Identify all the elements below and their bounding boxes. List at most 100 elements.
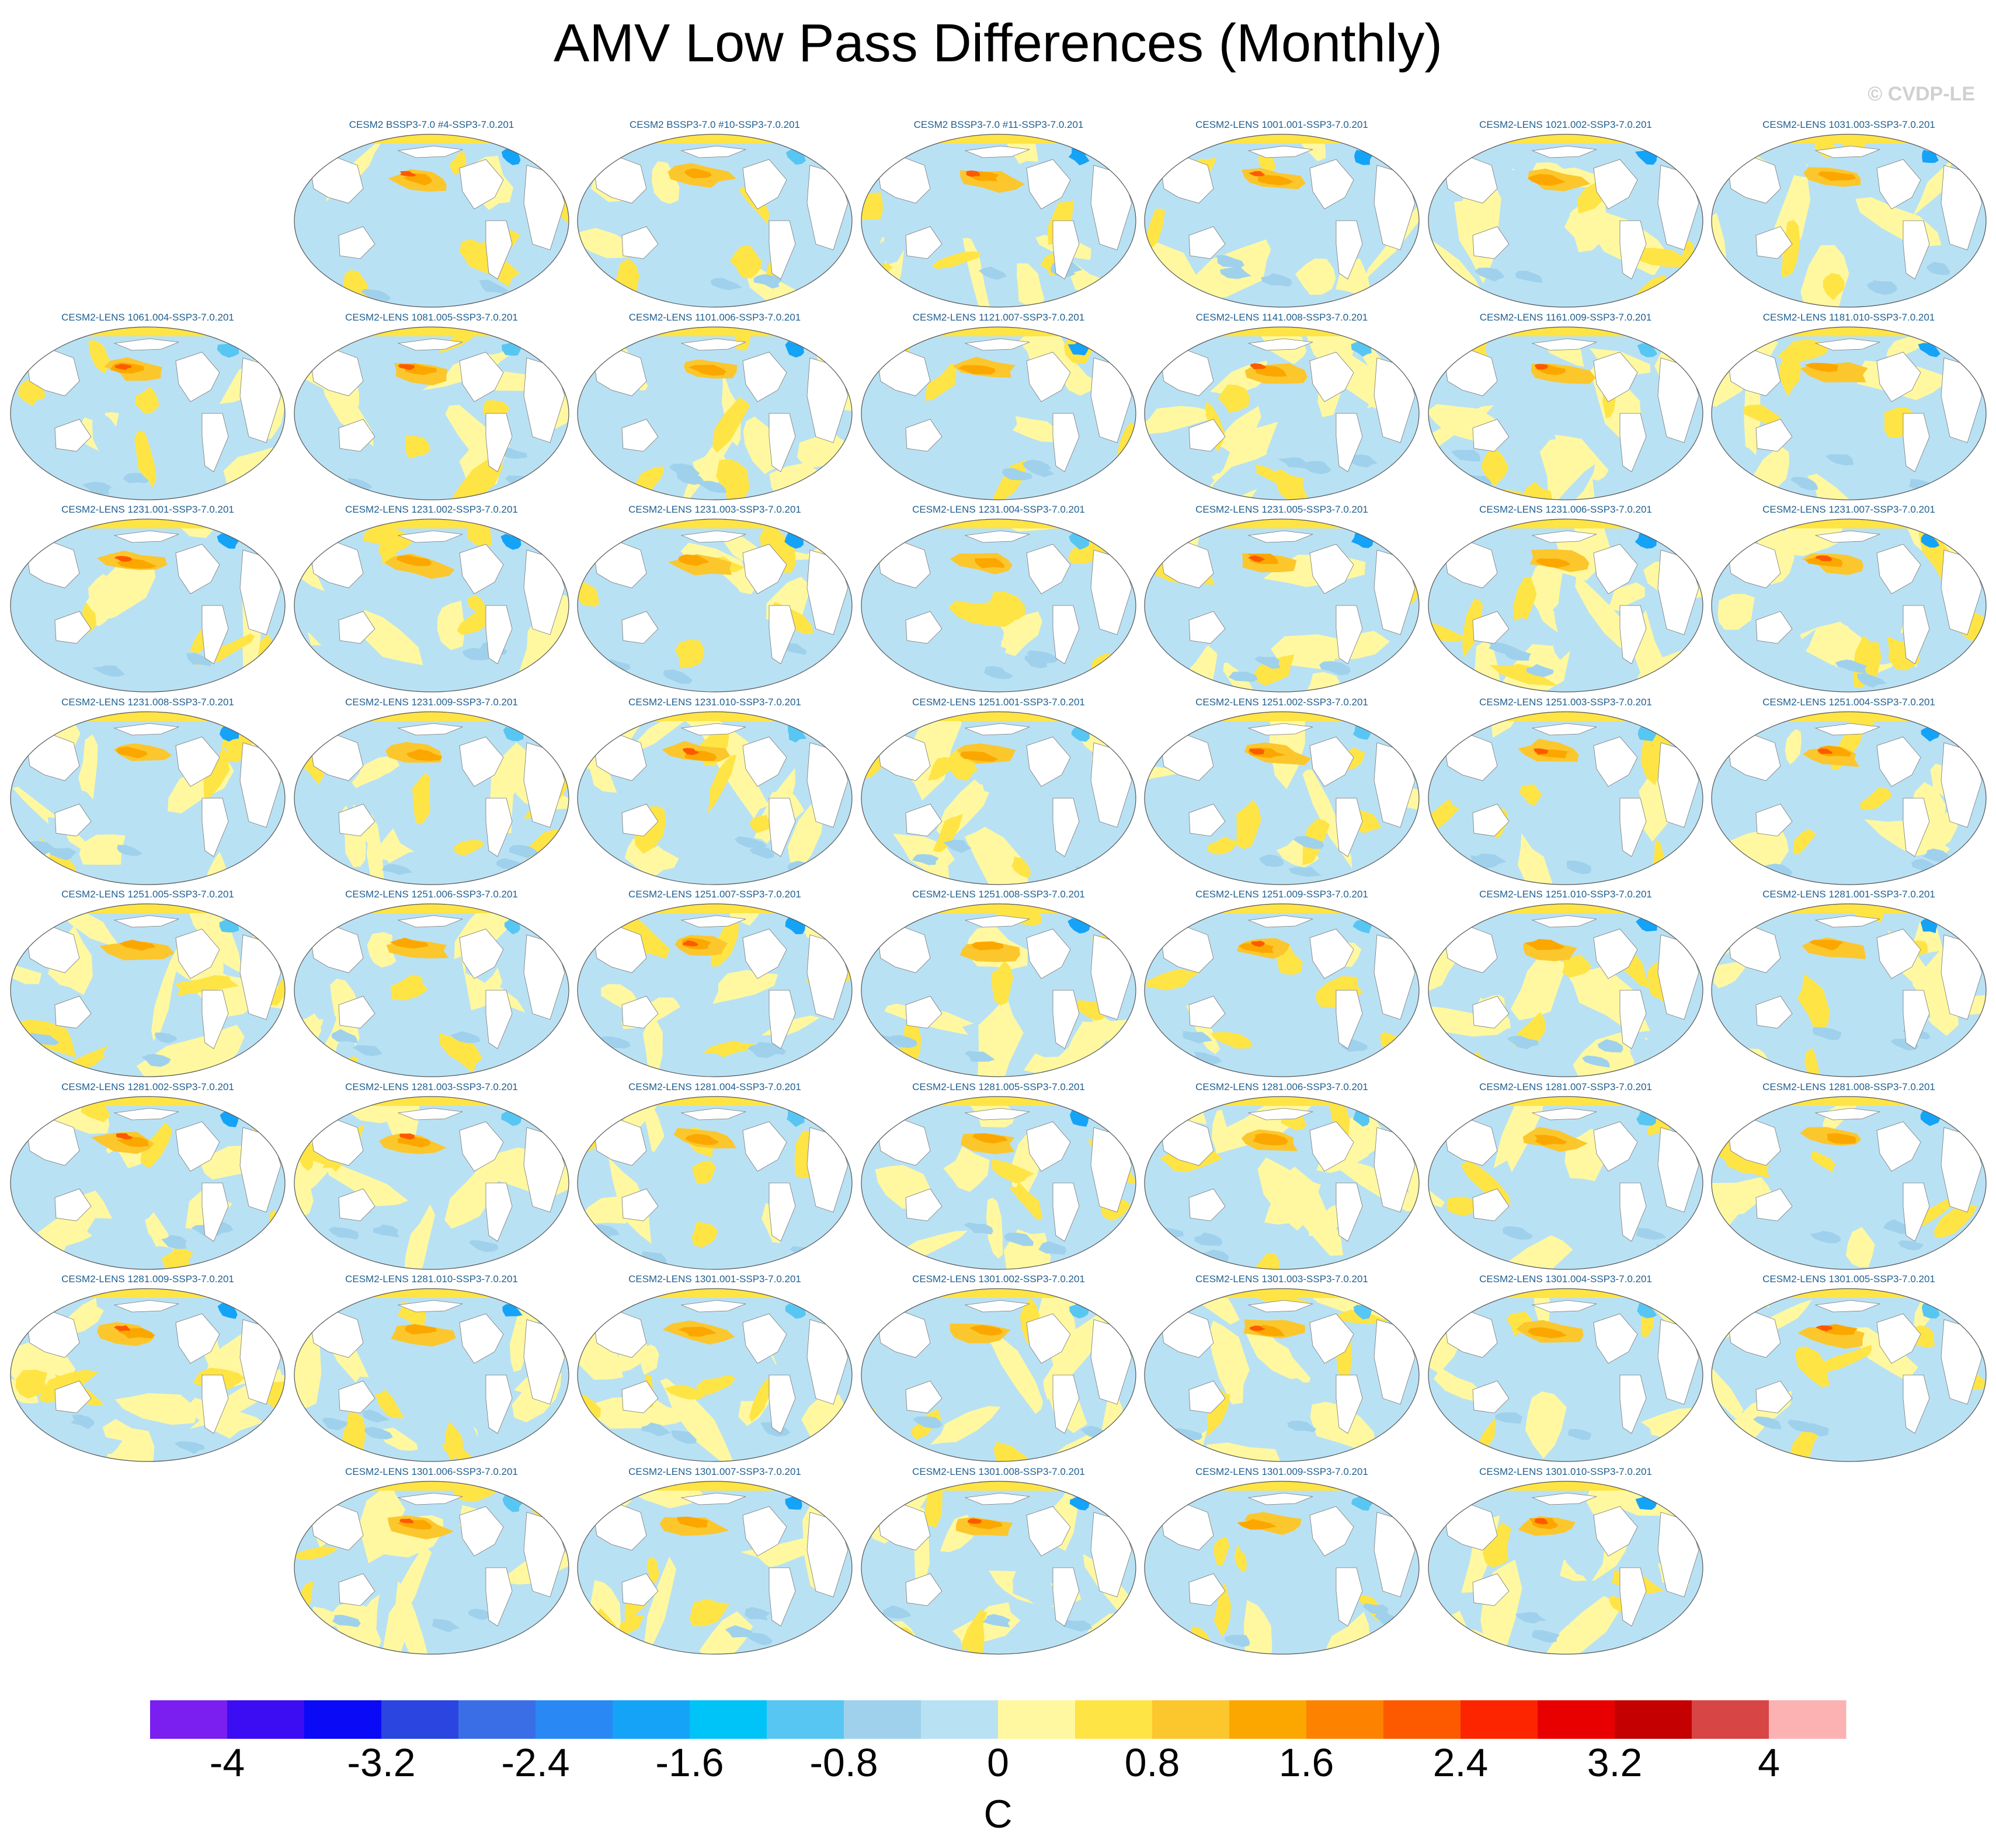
colorbar-bin — [381, 1700, 459, 1739]
panel-title: CESM2-LENS 1281.009-SSP3-7.0.201 — [61, 1273, 234, 1285]
map-field — [1144, 903, 1420, 1077]
colorbar-bin — [1538, 1700, 1615, 1739]
map-panel: CESM2-LENS 1301.002-SSP3-7.0.201 — [857, 1273, 1140, 1465]
map-panel: CESM2-LENS 1231.007-SSP3-7.0.201 — [1707, 504, 1991, 695]
map-field — [1428, 326, 1703, 500]
colorbar-bin — [1229, 1700, 1307, 1739]
panel-title: CESM2-LENS 1281.010-SSP3-7.0.201 — [345, 1273, 518, 1285]
map-panel: CESM2-LENS 1251.001-SSP3-7.0.201 — [857, 697, 1140, 888]
panel-title: CESM2-LENS 1301.005-SSP3-7.0.201 — [1762, 1273, 1935, 1285]
map-panel: CESM2-LENS 1231.004-SSP3-7.0.201 — [857, 504, 1140, 695]
panel-title: CESM2-LENS 1231.004-SSP3-7.0.201 — [912, 504, 1085, 515]
map-field — [10, 711, 286, 885]
map-panel: CESM2-LENS 1081.005-SSP3-7.0.201 — [290, 312, 573, 503]
map-field — [10, 903, 286, 1077]
panel-title: CESM2-LENS 1231.003-SSP3-7.0.201 — [628, 504, 801, 515]
panel-title: CESM2-LENS 1251.009-SSP3-7.0.201 — [1195, 889, 1368, 900]
map-field — [294, 1288, 569, 1462]
map-field — [1144, 1096, 1420, 1270]
map-field — [1144, 711, 1420, 885]
map-panel: CESM2-LENS 1301.003-SSP3-7.0.201 — [1140, 1273, 1424, 1465]
map-field — [1711, 1288, 1987, 1462]
panel-title: CESM2-LENS 1031.003-SSP3-7.0.201 — [1762, 119, 1935, 130]
panel-title: CESM2-LENS 1251.005-SSP3-7.0.201 — [61, 889, 234, 900]
panel-title: CESM2-LENS 1251.002-SSP3-7.0.201 — [1195, 697, 1368, 708]
map-field — [1711, 326, 1987, 500]
colorbar-bin — [458, 1700, 536, 1739]
map-panel: CESM2-LENS 1301.007-SSP3-7.0.201 — [573, 1466, 857, 1658]
map-field — [1711, 134, 1987, 308]
map-field — [1428, 1481, 1703, 1655]
colorbar-bin — [150, 1700, 228, 1739]
panel-title: CESM2-LENS 1251.008-SSP3-7.0.201 — [912, 889, 1085, 900]
colorbar-tick-label: 2.4 — [1432, 1741, 1489, 1785]
map-field — [577, 1288, 853, 1462]
panel-title: CESM2-LENS 1301.003-SSP3-7.0.201 — [1195, 1273, 1368, 1285]
colorbar-tick-label: 1.6 — [1278, 1741, 1334, 1785]
panel-title: CESM2-LENS 1301.009-SSP3-7.0.201 — [1195, 1466, 1368, 1477]
map-panel: CESM2 BSSP3-7.0 #11-SSP3-7.0.201 — [857, 119, 1140, 311]
panel-title: CESM2-LENS 1251.006-SSP3-7.0.201 — [345, 889, 518, 900]
panel-title: CESM2 BSSP3-7.0 #11-SSP3-7.0.201 — [913, 119, 1084, 130]
panel-title: CESM2-LENS 1081.005-SSP3-7.0.201 — [345, 312, 518, 323]
map-panel: CESM2-LENS 1001.001-SSP3-7.0.201 — [1140, 119, 1424, 311]
colorbar-tick-label: 4 — [1758, 1741, 1780, 1785]
map-panel: CESM2-LENS 1231.008-SSP3-7.0.201 — [6, 697, 290, 888]
colorbar-tick-label: -3.2 — [347, 1741, 416, 1785]
map-field — [577, 903, 853, 1077]
map-panel: CESM2-LENS 1301.001-SSP3-7.0.201 — [573, 1273, 857, 1465]
map-panel: CESM2-LENS 1121.007-SSP3-7.0.201 — [857, 312, 1140, 503]
map-field — [1428, 134, 1703, 308]
chart-title: AMV Low Pass Differences (Monthly) — [554, 13, 1442, 73]
colorbar-bin — [1306, 1700, 1384, 1739]
map-field — [1711, 903, 1987, 1077]
panel-title: CESM2-LENS 1251.010-SSP3-7.0.201 — [1479, 889, 1652, 900]
panel-title: CESM2-LENS 1301.010-SSP3-7.0.201 — [1479, 1466, 1652, 1477]
map-field — [577, 326, 853, 500]
panel-title: CESM2-LENS 1281.003-SSP3-7.0.201 — [345, 1081, 518, 1092]
panel-title: CESM2-LENS 1281.002-SSP3-7.0.201 — [61, 1081, 234, 1092]
panel-title: CESM2-LENS 1251.007-SSP3-7.0.201 — [628, 889, 801, 900]
colorbar-bin — [844, 1700, 922, 1739]
colorbar-bin — [1075, 1700, 1153, 1739]
map-panel: CESM2-LENS 1141.008-SSP3-7.0.201 — [1140, 312, 1424, 503]
map-panel: CESM2-LENS 1021.002-SSP3-7.0.201 — [1424, 119, 1708, 311]
map-panel: CESM2-LENS 1251.002-SSP3-7.0.201 — [1140, 697, 1424, 888]
map-panel: CESM2-LENS 1231.001-SSP3-7.0.201 — [6, 504, 290, 695]
map-field — [1428, 1096, 1703, 1270]
map-panel: CESM2-LENS 1281.009-SSP3-7.0.201 — [6, 1273, 290, 1465]
panel-title: CESM2-LENS 1231.001-SSP3-7.0.201 — [61, 504, 234, 515]
map-panel: CESM2-LENS 1031.003-SSP3-7.0.201 — [1707, 119, 1991, 311]
colorbar-bin — [767, 1700, 844, 1739]
panel-title: CESM2-LENS 1141.008-SSP3-7.0.201 — [1195, 312, 1368, 323]
map-panel: CESM2-LENS 1101.006-SSP3-7.0.201 — [573, 312, 857, 503]
panel-title: CESM2-LENS 1251.004-SSP3-7.0.201 — [1762, 697, 1935, 708]
map-panel: CESM2-LENS 1251.008-SSP3-7.0.201 — [857, 889, 1140, 1080]
map-panel: CESM2-LENS 1231.003-SSP3-7.0.201 — [573, 504, 857, 695]
map-panel: CESM2-LENS 1281.001-SSP3-7.0.201 — [1707, 889, 1991, 1080]
panel-title: CESM2-LENS 1251.003-SSP3-7.0.201 — [1479, 697, 1652, 708]
colorbar-bin — [227, 1700, 305, 1739]
panel-title: CESM2-LENS 1301.008-SSP3-7.0.201 — [912, 1466, 1085, 1477]
map-field — [1711, 711, 1987, 885]
panel-title: CESM2-LENS 1281.006-SSP3-7.0.201 — [1195, 1081, 1368, 1092]
map-panel: CESM2-LENS 1251.010-SSP3-7.0.201 — [1424, 889, 1708, 1080]
map-field — [577, 1096, 853, 1270]
panel-title: CESM2-LENS 1281.008-SSP3-7.0.201 — [1762, 1081, 1935, 1092]
panel-title: CESM2-LENS 1001.001-SSP3-7.0.201 — [1195, 119, 1368, 130]
panel-title: CESM2-LENS 1231.010-SSP3-7.0.201 — [628, 697, 801, 708]
map-field — [577, 1481, 853, 1655]
map-panel: CESM2-LENS 1161.009-SSP3-7.0.201 — [1424, 312, 1708, 503]
panel-title: CESM2-LENS 1121.007-SSP3-7.0.201 — [912, 312, 1085, 323]
colorbar-bin — [535, 1700, 613, 1739]
map-field — [1144, 518, 1420, 692]
map-panel: CESM2-LENS 1251.004-SSP3-7.0.201 — [1707, 697, 1991, 888]
panel-title: CESM2-LENS 1251.001-SSP3-7.0.201 — [912, 697, 1085, 708]
panel-title: CESM2-LENS 1301.006-SSP3-7.0.201 — [345, 1466, 518, 1477]
colorbar-unit-label: C — [983, 1792, 1013, 1836]
panel-title: CESM2-LENS 1061.004-SSP3-7.0.201 — [61, 312, 234, 323]
map-panel: CESM2-LENS 1281.005-SSP3-7.0.201 — [857, 1081, 1140, 1273]
panel-title: CESM2-LENS 1231.002-SSP3-7.0.201 — [345, 504, 518, 515]
panel-title: CESM2 BSSP3-7.0 #4-SSP3-7.0.201 — [349, 119, 514, 130]
